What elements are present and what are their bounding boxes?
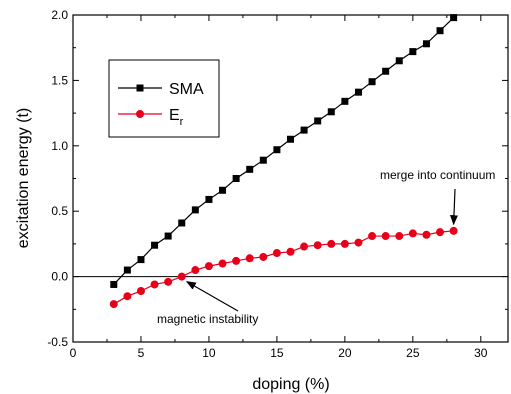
data-point [313, 241, 322, 250]
data-point [314, 117, 322, 125]
x-tick-label: 0 [70, 346, 77, 360]
legend-label-subscript: r [180, 116, 184, 128]
data-point [382, 67, 390, 75]
data-point [123, 292, 132, 301]
y-tick-label: 1.0 [51, 139, 68, 153]
data-point [368, 232, 377, 241]
data-point [327, 239, 336, 248]
legend-label: SMA [169, 81, 204, 98]
annotations: magnetic instability merge into continuu… [157, 168, 495, 326]
series-e-r [109, 226, 458, 309]
axis-ticks: 0 5 10 15 20 25 30 -0.5 0.0 0.5 1.0 1.5 2.0 [47, 8, 508, 360]
data-point [449, 226, 458, 235]
series-line [113, 230, 454, 305]
data-point [191, 206, 199, 214]
data-point [259, 156, 267, 164]
data-point [422, 230, 431, 239]
data-point [354, 238, 363, 247]
plot-frame [72, 14, 509, 343]
data-point [123, 266, 131, 274]
data-point [395, 57, 403, 65]
y-tick-label: 0.5 [51, 204, 68, 218]
data-point [110, 280, 118, 288]
data-point [245, 254, 254, 263]
data-point [178, 219, 186, 227]
annotation-merge-into-continuum: merge into continuum [380, 168, 495, 182]
data-point [409, 48, 417, 56]
y-tick-label: 1.5 [51, 73, 68, 87]
data-point [205, 195, 213, 203]
data-point [259, 252, 268, 261]
data-point [191, 266, 200, 275]
data-point [136, 286, 145, 295]
data-point [287, 135, 294, 143]
data-point [150, 280, 159, 289]
x-axis-title: doping (%) [252, 376, 329, 393]
y-axis-title: excitation energy (t) [15, 108, 32, 249]
data-point [300, 242, 309, 251]
legend-marker [136, 84, 144, 92]
legend-box [108, 59, 220, 138]
data-point [422, 40, 430, 48]
data-point [436, 228, 445, 237]
data-point [327, 108, 335, 116]
legend-marker [136, 110, 144, 118]
data-point [151, 241, 159, 249]
data-point [436, 27, 444, 35]
series-layer [109, 14, 458, 309]
data-point [164, 232, 172, 240]
y-tick-label: 0.0 [51, 270, 68, 284]
data-point [408, 229, 417, 238]
x-tick-label: 25 [406, 346, 420, 360]
y-tick-label: 2.0 [51, 8, 68, 22]
data-point [340, 239, 349, 248]
data-point [381, 232, 390, 241]
data-point [354, 88, 362, 96]
x-tick-label: 15 [270, 346, 284, 360]
data-point [273, 146, 281, 154]
data-point [164, 277, 173, 286]
data-point [286, 247, 295, 256]
y-tick-label: -0.5 [47, 335, 68, 349]
data-point [232, 256, 241, 265]
data-point [219, 186, 227, 194]
x-tick-label: 5 [138, 346, 145, 360]
data-point [450, 14, 458, 22]
data-point [272, 249, 281, 258]
x-tick-label: 30 [474, 346, 488, 360]
annotation-arrow-merge-into-continuum [449, 188, 458, 226]
series-sma [110, 14, 458, 288]
data-point [395, 232, 404, 241]
annotation-arrow-magnetic-instability [185, 281, 239, 312]
data-point [137, 256, 145, 264]
data-point [300, 126, 308, 134]
data-point [109, 300, 118, 309]
data-point [246, 165, 254, 173]
x-tick-label: 20 [338, 346, 352, 360]
data-point [232, 175, 240, 182]
data-point [218, 259, 227, 268]
data-point [177, 272, 186, 281]
annotation-magnetic-instability: magnetic instability [157, 312, 258, 326]
x-tick-label: 10 [202, 346, 216, 360]
data-point [368, 78, 376, 86]
data-point [341, 97, 349, 105]
data-point [204, 262, 213, 271]
